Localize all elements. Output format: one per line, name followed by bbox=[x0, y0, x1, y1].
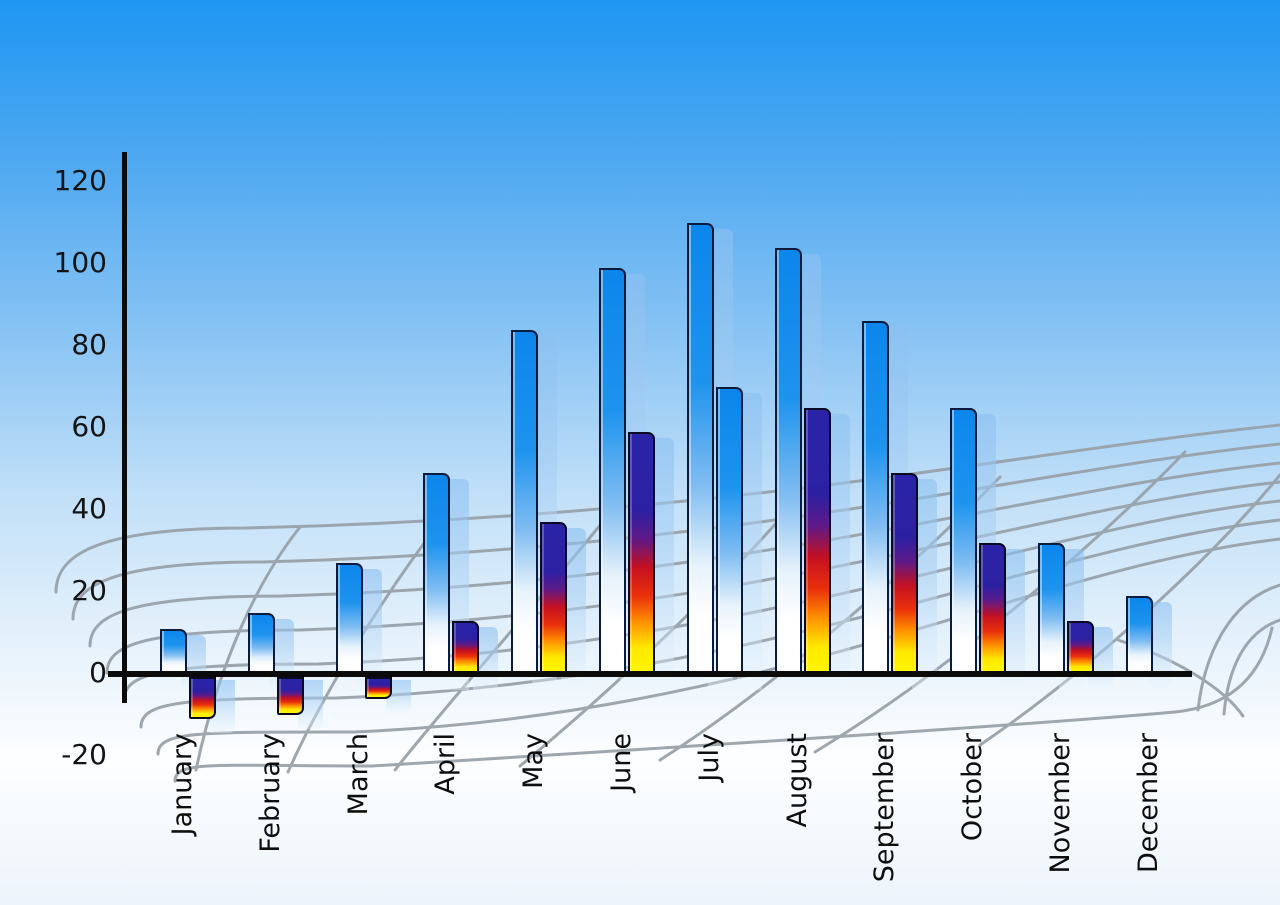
x-tick-label-august: August bbox=[782, 733, 813, 828]
x-tick-label-september: September bbox=[869, 733, 900, 883]
bar-november-series-1 bbox=[1038, 543, 1065, 674]
bar-march-series-2 bbox=[365, 677, 392, 699]
bar-june-series-2 bbox=[628, 432, 655, 674]
bar-may-series-1 bbox=[511, 330, 538, 674]
x-axis-line bbox=[108, 671, 1192, 677]
bar-october-series-1 bbox=[950, 408, 977, 675]
bar-april-series-1 bbox=[423, 473, 450, 674]
bar-september-series-1 bbox=[862, 321, 889, 674]
bar-august-series-1 bbox=[775, 248, 802, 674]
bar-january-series-2 bbox=[189, 677, 216, 719]
y-tick-label-0: 0 bbox=[89, 656, 107, 689]
y-tick-label-60: 60 bbox=[71, 410, 107, 443]
x-tick-label-july: July bbox=[694, 733, 725, 782]
bar-july-series-1 bbox=[687, 223, 714, 674]
x-tick-label-may: May bbox=[518, 733, 549, 789]
grid-column bbox=[194, 525, 302, 772]
bar-june-series-1 bbox=[599, 268, 626, 674]
grid-row bbox=[105, 480, 1280, 675]
y-tick-label-100: 100 bbox=[53, 246, 107, 279]
x-tick-label-october: October bbox=[957, 733, 988, 842]
x-tick-label-april: April bbox=[430, 733, 461, 795]
y-tick-label-40: 40 bbox=[71, 492, 107, 525]
grid-row bbox=[173, 626, 1274, 783]
bar-august-series-2 bbox=[804, 408, 831, 675]
x-tick-label-march: March bbox=[343, 733, 374, 816]
bar-february-series-1 bbox=[248, 613, 275, 674]
y-axis-line bbox=[122, 152, 127, 703]
y-tick-label-20: 20 bbox=[71, 574, 107, 607]
bar-december-series-1 bbox=[1126, 596, 1153, 674]
x-tick-label-february: February bbox=[255, 733, 286, 853]
x-tick-label-december: December bbox=[1133, 733, 1164, 874]
bar-october-series-2 bbox=[979, 543, 1006, 674]
grid-corner-curve bbox=[1196, 583, 1280, 712]
y-tick-label--20: -20 bbox=[61, 738, 107, 771]
x-tick-label-january: January bbox=[167, 733, 198, 836]
x-tick-label-june: June bbox=[606, 733, 637, 792]
bar-april-series-2 bbox=[452, 621, 479, 674]
bar-february-series-2 bbox=[277, 677, 304, 715]
y-tick-label-120: 120 bbox=[53, 164, 107, 197]
grid-row bbox=[156, 537, 1280, 756]
grid-corner-curve bbox=[1222, 618, 1280, 716]
bar-may-series-2 bbox=[540, 522, 567, 674]
bar-july-series-2 bbox=[716, 387, 743, 674]
y-tick-label-80: 80 bbox=[71, 328, 107, 361]
x-tick-label-november: November bbox=[1045, 733, 1076, 874]
